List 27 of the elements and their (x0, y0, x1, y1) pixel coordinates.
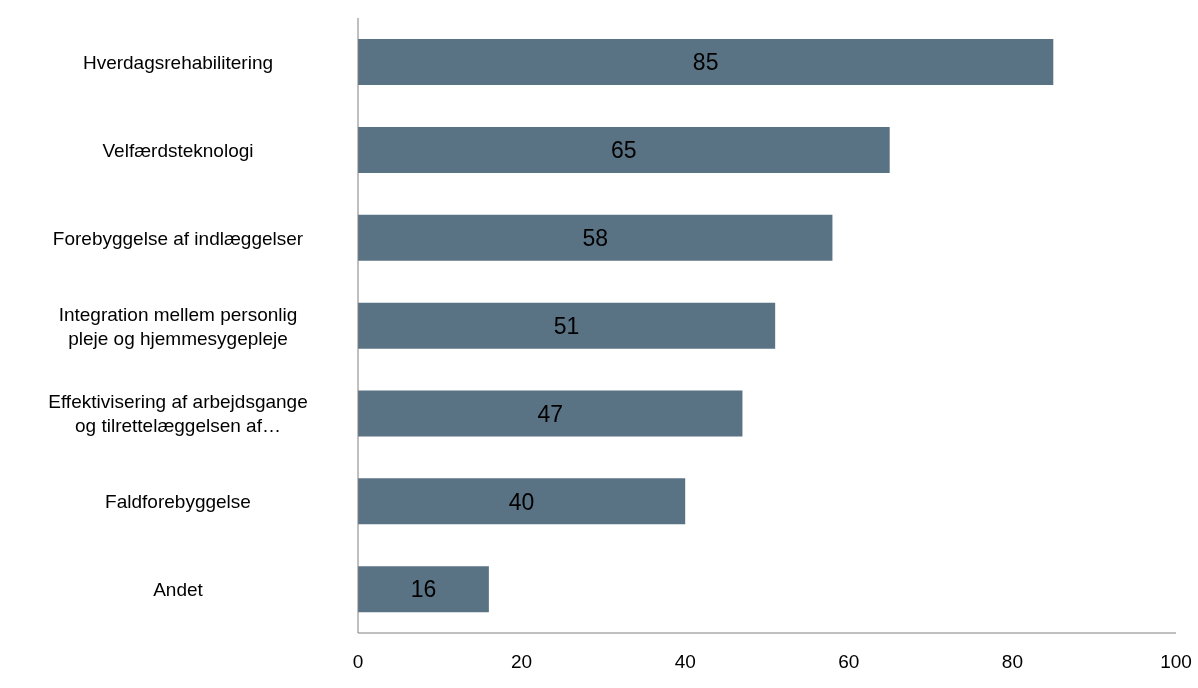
data-label: 16 (410, 576, 437, 603)
data-label: 51 (553, 312, 580, 339)
x-tick-label: 20 (511, 651, 533, 673)
data-label: 47 (537, 400, 564, 427)
data-label: 85 (692, 49, 719, 76)
bar (358, 302, 776, 349)
data-label: 65 (611, 137, 637, 164)
bar (358, 478, 686, 525)
bar (358, 214, 833, 261)
y-tick-label: Forebyggelse af indlæggelser (52, 227, 304, 249)
bar (358, 126, 890, 173)
bar (358, 390, 743, 437)
x-tick-label: 40 (674, 651, 696, 673)
x-tick-label: 0 (352, 651, 364, 673)
y-tick-label: Faldforebyggelse (105, 490, 251, 512)
data-label: 40 (508, 488, 535, 515)
x-tick-label: 100 (1160, 651, 1192, 673)
y-tick-label: Effektivisering af arbejdsgange og tilrettelæggelsen af… (48, 390, 308, 436)
data-label: 58 (582, 224, 609, 251)
bar (358, 39, 1054, 86)
y-tick-label: Integration mellem personlig pleje og hjemmesygepleje (58, 303, 298, 348)
y-tick-label: Andet (153, 578, 204, 600)
bar (358, 566, 489, 613)
y-tick-label: Velfærdsteknologi (102, 139, 254, 161)
x-tick-label: 60 (838, 651, 860, 673)
y-tick-label: Hverdagsrehabilitering (82, 51, 274, 73)
x-tick-label: 80 (1001, 651, 1023, 673)
